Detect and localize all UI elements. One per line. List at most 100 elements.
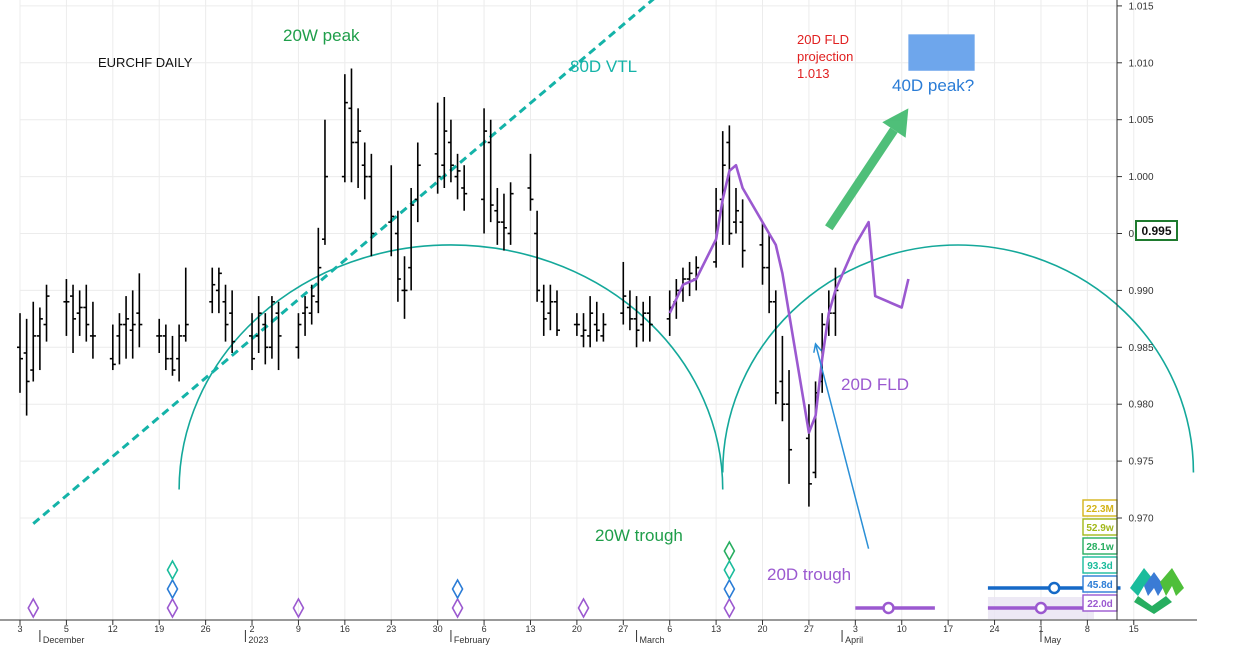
annotation-20w-peak: 20W peak bbox=[283, 26, 360, 45]
cycle-legend-label: 52.9w bbox=[1086, 523, 1113, 534]
cycle-diamond-icon bbox=[451, 597, 464, 619]
date-tick-label: 5 bbox=[64, 624, 69, 634]
cycle-arc bbox=[721, 244, 1195, 473]
date-tick-label: 23 bbox=[386, 624, 396, 634]
cycle-diamond-icon bbox=[723, 578, 736, 600]
ohlc-bar bbox=[17, 313, 23, 393]
ohlc-bar bbox=[786, 370, 793, 484]
ohlc-bar bbox=[441, 96, 448, 188]
ohlc-bar bbox=[321, 119, 328, 245]
cycle-diamond-icon bbox=[166, 578, 179, 600]
date-tick-label: 13 bbox=[711, 624, 721, 634]
ohlc-bar bbox=[89, 301, 96, 359]
cycle-arc bbox=[178, 244, 724, 490]
vtl-layer bbox=[32, 0, 655, 525]
cycle-diamond-icon bbox=[723, 559, 736, 581]
month-label: April bbox=[845, 635, 863, 645]
ohlc-bar bbox=[129, 290, 136, 359]
cycle-legend-label: 93.3d bbox=[1087, 561, 1113, 572]
price-tick-label: 0.990 bbox=[1128, 286, 1153, 297]
annotation-20d-fld: 20D FLD bbox=[841, 375, 909, 394]
cycle-legend-item: 45.8d bbox=[1082, 575, 1118, 593]
cycle-diamond-icon bbox=[166, 597, 179, 619]
price-tick-label: 0.970 bbox=[1128, 514, 1153, 525]
date-tick-label: 16 bbox=[340, 624, 350, 634]
ohlc-bar bbox=[401, 256, 408, 319]
ohlc-bar bbox=[169, 335, 176, 376]
month-label: December bbox=[43, 635, 85, 645]
ohlc-bar bbox=[713, 187, 720, 268]
ohlc-bar bbox=[766, 233, 773, 314]
ohlc-bar bbox=[76, 290, 83, 336]
date-tick-label: 19 bbox=[154, 624, 164, 634]
ohlc-bar bbox=[249, 313, 256, 371]
ohlc-bar bbox=[63, 279, 70, 336]
logo-left-stroke bbox=[1130, 568, 1152, 596]
last-price-badge: 0.995 bbox=[1135, 220, 1178, 241]
ohlc-bar bbox=[461, 165, 468, 211]
last-price-label: 0.995 bbox=[1141, 224, 1171, 238]
cycle-legend-label: 22.0d bbox=[1087, 599, 1113, 610]
trough-pointer-head bbox=[813, 342, 822, 353]
vtl-line bbox=[32, 0, 655, 525]
price-tick-label: 1.000 bbox=[1128, 172, 1153, 183]
ohlc-bar bbox=[83, 284, 90, 342]
ohlc-bar bbox=[434, 102, 441, 194]
date-tick-label: 15 bbox=[1129, 624, 1139, 634]
ohlc-bar bbox=[408, 187, 415, 291]
cycle-diamond-icon bbox=[166, 559, 179, 581]
ohlc-bar bbox=[388, 165, 395, 257]
cycle-legend-item: 52.9w bbox=[1082, 518, 1118, 536]
ohlc-bar bbox=[481, 108, 488, 234]
brand-logo bbox=[1130, 568, 1184, 614]
projection-line-2: projection bbox=[797, 49, 853, 64]
ohlc-bar bbox=[500, 193, 507, 251]
ohlc-bar bbox=[156, 318, 163, 353]
trough-pointer-line bbox=[814, 343, 870, 549]
ohlc-bar bbox=[534, 210, 541, 302]
date-tick-label: 27 bbox=[618, 624, 628, 634]
price-tick-label: 0.980 bbox=[1128, 400, 1153, 411]
ohlc-bar bbox=[262, 313, 269, 365]
date-tick-label: 1 bbox=[1038, 624, 1043, 634]
logo-middle-stroke bbox=[1144, 572, 1164, 596]
cycle-legend-label: 22.3M bbox=[1086, 504, 1114, 515]
month-label: March bbox=[640, 635, 665, 645]
ohlc-bar bbox=[759, 222, 766, 285]
cycle-legend-item: 22.0d bbox=[1082, 594, 1118, 612]
chart-title: EURCHF DAILY bbox=[98, 55, 193, 70]
date-tick-label: 24 bbox=[990, 624, 1000, 634]
date-tick-label: 13 bbox=[525, 624, 535, 634]
ohlc-bar bbox=[640, 301, 647, 342]
date-tick-label: 8 bbox=[1085, 624, 1090, 634]
fld-line bbox=[668, 163, 910, 434]
date-tick-label: 17 bbox=[943, 624, 953, 634]
annotation-20w-trough: 20W trough bbox=[595, 526, 683, 545]
cycle-legend-item: 28.1w bbox=[1082, 537, 1118, 555]
ohlc-bar bbox=[43, 284, 50, 342]
ohlc-bar bbox=[414, 142, 421, 223]
date-tick-label: 9 bbox=[296, 624, 301, 634]
date-tick-label: 6 bbox=[667, 624, 672, 634]
axis-layer: 1.015 1.010 1.005 1.000 0.995 0.990 0.985 0.980… bbox=[0, 0, 1197, 645]
ohlc-bar bbox=[23, 318, 30, 416]
ohlc-bar bbox=[348, 68, 355, 183]
ohlc-bar bbox=[302, 296, 309, 336]
ohlc-bar bbox=[355, 108, 362, 188]
price-tick-label: 0.985 bbox=[1128, 343, 1153, 354]
cycle-diamond-icon bbox=[292, 597, 305, 619]
cycle-diamond-icon bbox=[451, 578, 464, 600]
ohlc-bar bbox=[772, 290, 779, 405]
ohlc-bar bbox=[255, 296, 262, 353]
cycle-range-center bbox=[882, 601, 895, 615]
price-tick-label: 1.015 bbox=[1128, 1, 1153, 12]
ohlc-bar bbox=[341, 74, 348, 183]
fld-layer bbox=[668, 163, 910, 434]
overlay-layer bbox=[813, 34, 975, 549]
date-tick-label: 20 bbox=[572, 624, 582, 634]
ohlc-bar bbox=[686, 261, 693, 297]
cycle-arcs bbox=[178, 244, 1195, 490]
ohlc-bar bbox=[222, 284, 229, 342]
